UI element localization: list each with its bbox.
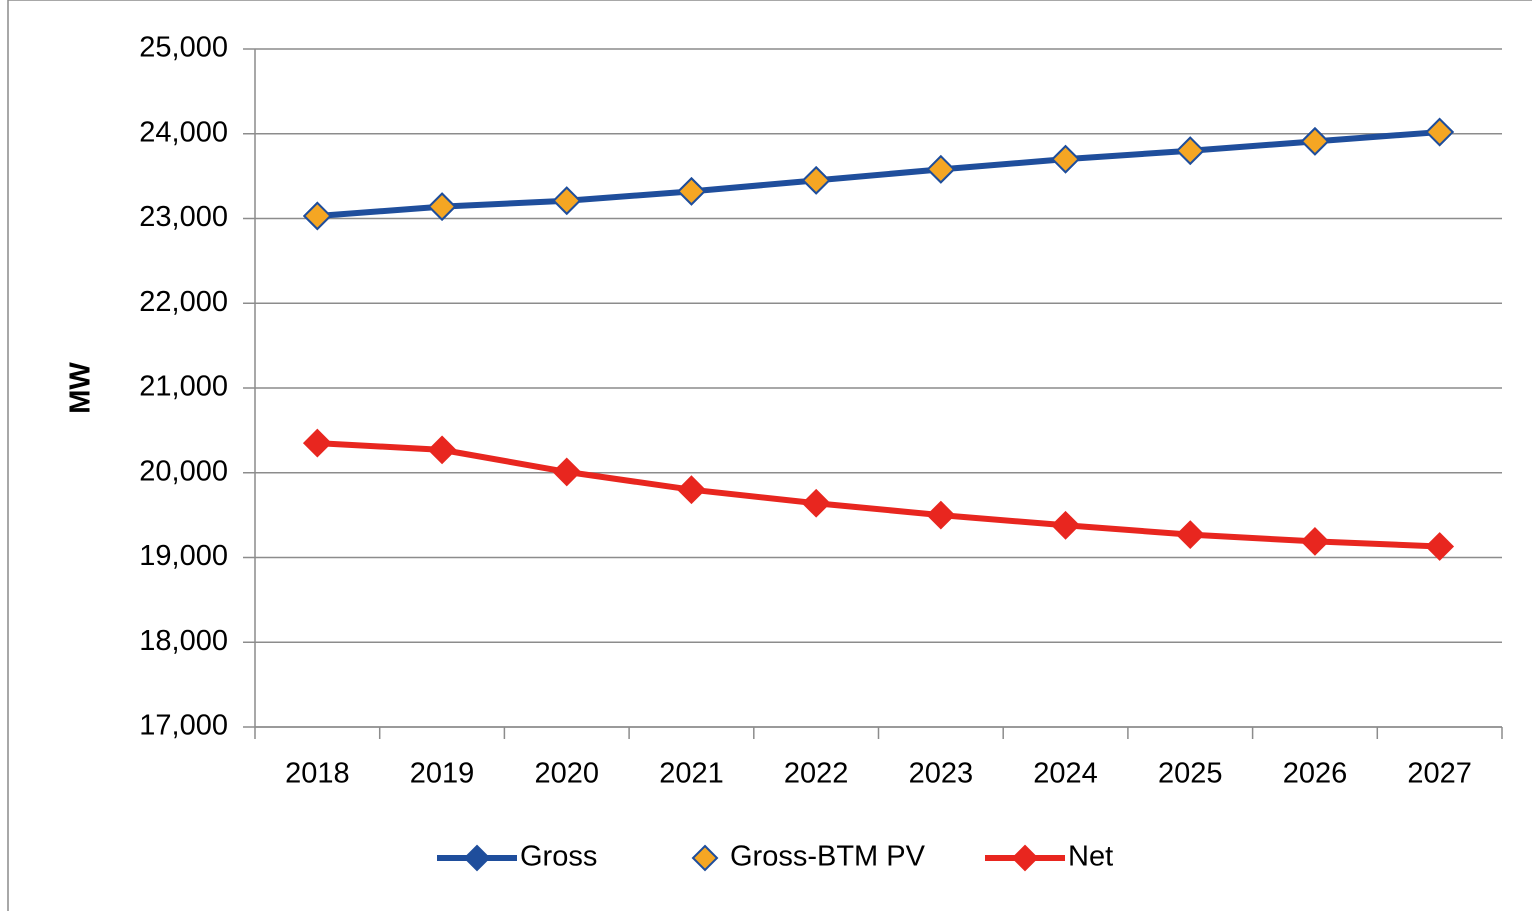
legend-item: Gross-BTM PV <box>691 841 926 873</box>
x-tick-label: 2020 <box>534 758 599 790</box>
data-point <box>1300 126 1330 156</box>
data-point <box>1425 117 1455 147</box>
y-tick-label: 20,000 <box>139 455 228 487</box>
legend-marker <box>463 844 491 872</box>
legend-label: Gross <box>520 841 597 873</box>
legend-item: Net <box>985 841 1113 873</box>
x-tick-label: 2024 <box>1033 758 1098 790</box>
data-point <box>677 475 706 505</box>
x-tick-label: 2022 <box>784 758 849 790</box>
data-point <box>926 154 956 184</box>
data-point <box>552 186 582 216</box>
x-tick-label: 2021 <box>659 758 724 790</box>
legend-label: Gross-BTM PV <box>730 841 926 873</box>
y-tick-label: 23,000 <box>139 201 228 233</box>
series-line <box>317 129 1440 219</box>
legend-marker <box>691 844 719 872</box>
data-point <box>926 500 956 530</box>
legend-marker <box>1011 844 1039 872</box>
data-point <box>302 428 332 458</box>
y-tick-label: 19,000 <box>139 540 228 572</box>
legend-label: Net <box>1068 841 1113 873</box>
data-point <box>302 201 332 231</box>
data-point <box>677 176 706 206</box>
data-point <box>801 165 831 195</box>
chart-frame <box>7 0 1532 911</box>
data-point <box>427 435 457 465</box>
series-line <box>317 440 1440 550</box>
x-tick-label: 2019 <box>410 758 475 790</box>
y-tick-label: 17,000 <box>139 710 228 742</box>
legend-item: Gross <box>437 841 597 873</box>
x-tick-label: 2018 <box>285 758 350 790</box>
y-tick-label: 18,000 <box>139 625 228 657</box>
y-tick-label: 21,000 <box>139 371 228 403</box>
data-point <box>552 457 582 487</box>
data-point <box>1051 510 1080 540</box>
x-tick-label: 2027 <box>1407 758 1472 790</box>
data-point <box>427 192 457 222</box>
data-point <box>1175 520 1205 550</box>
x-tick-label: 2023 <box>909 758 974 790</box>
y-tick-label: 25,000 <box>139 32 228 64</box>
data-point <box>1300 526 1330 556</box>
y-axis-label: MW <box>65 362 97 414</box>
data-point <box>801 488 831 518</box>
y-tick-label: 24,000 <box>139 116 228 148</box>
data-point <box>1051 144 1080 174</box>
data-point <box>1175 136 1205 166</box>
y-tick-label: 22,000 <box>139 286 228 318</box>
data-point <box>1425 532 1455 561</box>
x-tick-label: 2025 <box>1158 758 1223 790</box>
x-tick-label: 2026 <box>1283 758 1348 790</box>
